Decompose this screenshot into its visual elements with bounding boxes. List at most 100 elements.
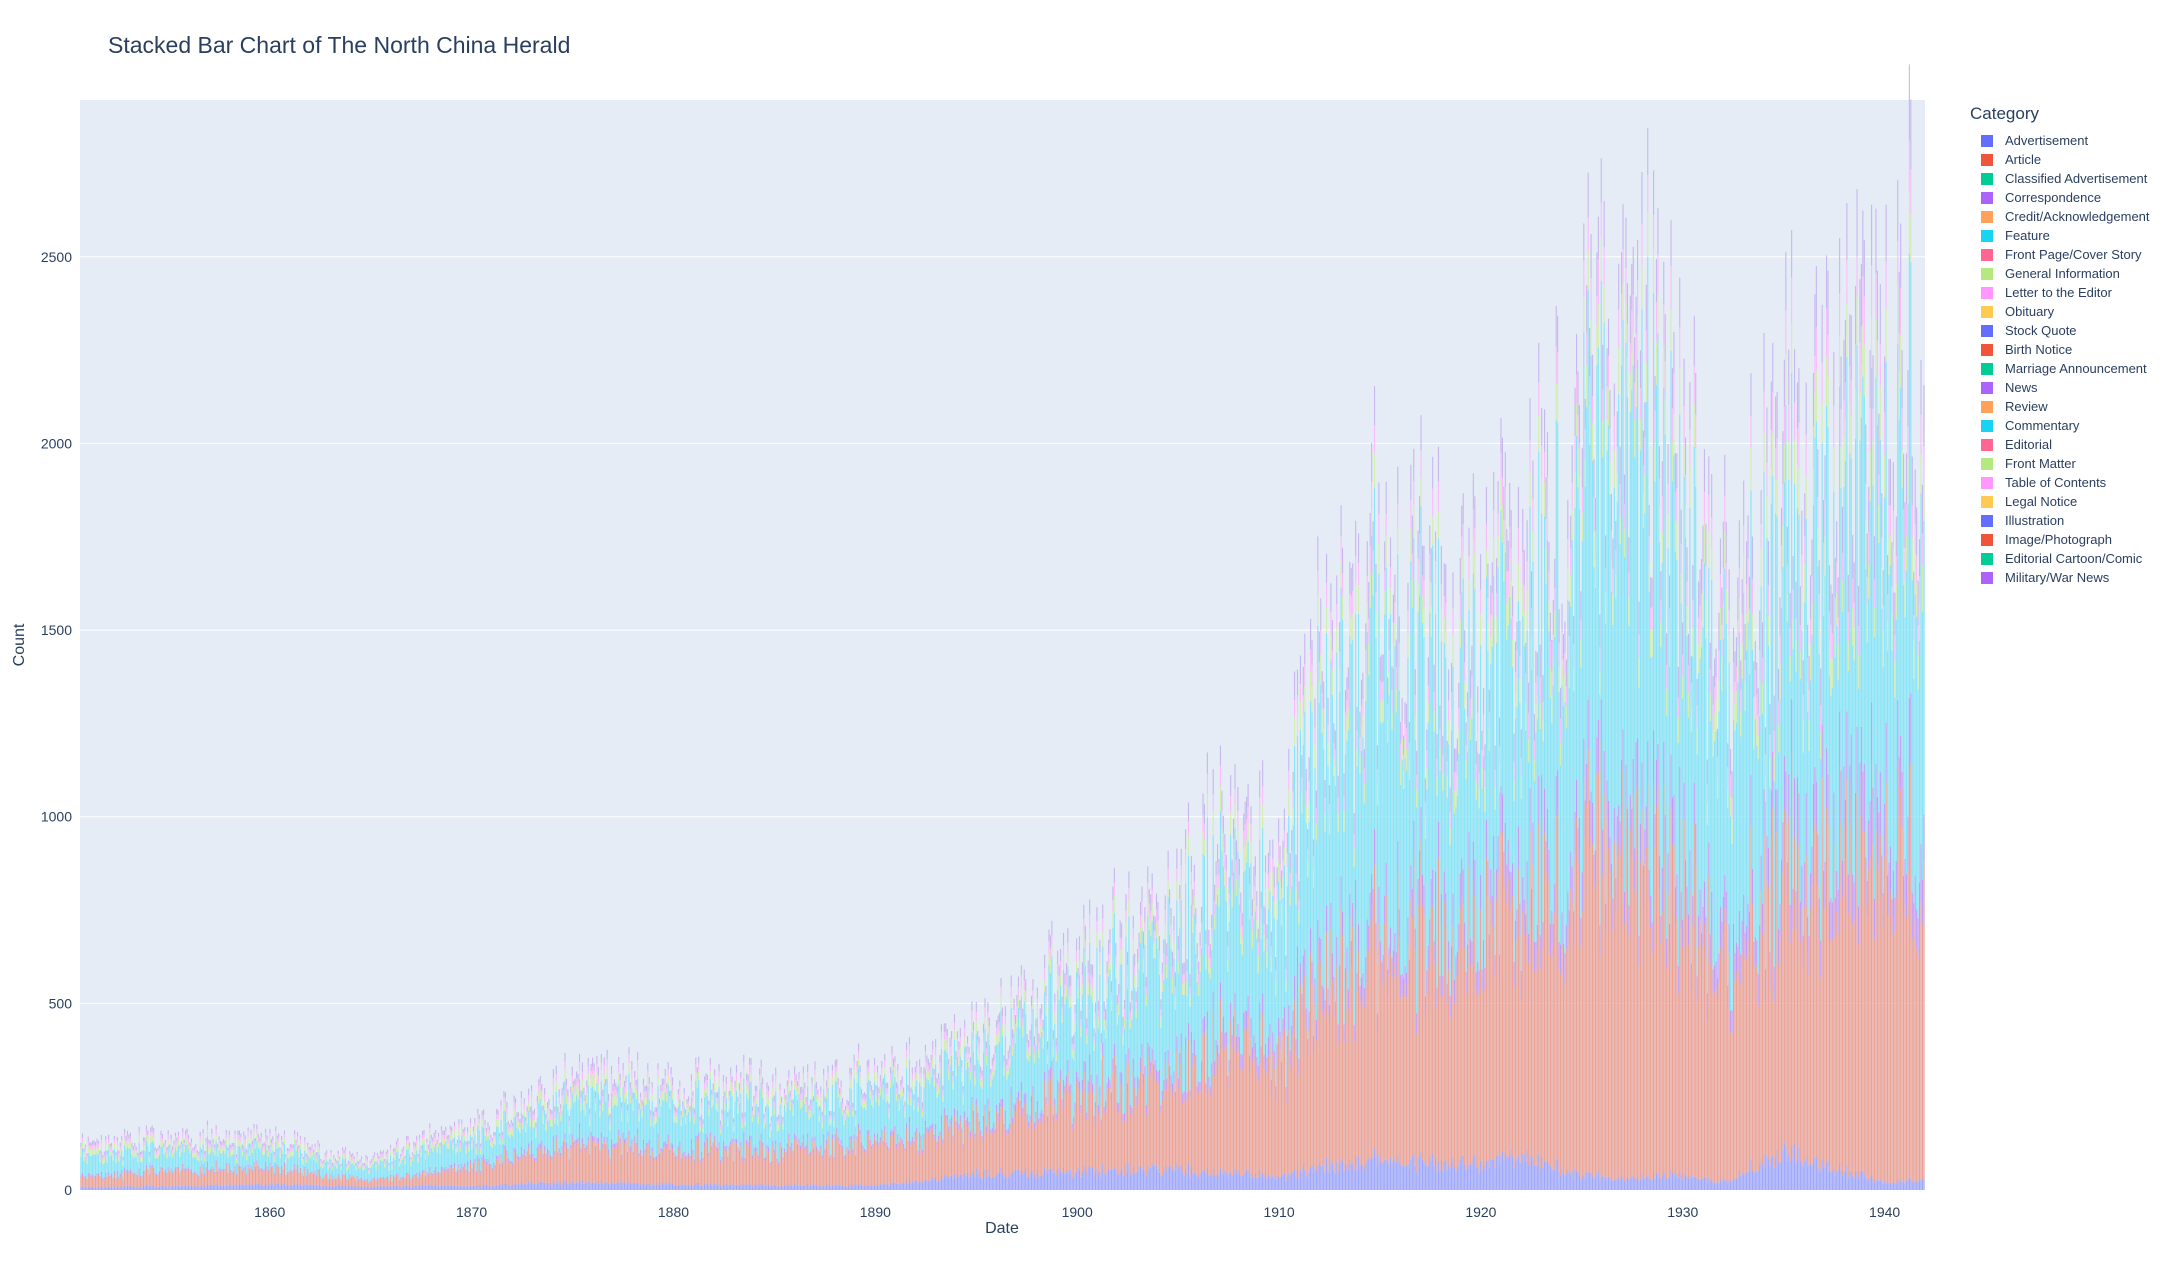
bar-stack	[414, 1142, 416, 1190]
bar-segment	[199, 1146, 201, 1167]
bar-segment	[202, 1164, 204, 1167]
bar-stack	[744, 1112, 746, 1190]
bar-segment	[635, 1085, 637, 1092]
bar-segment	[471, 1149, 473, 1169]
bar-segment	[658, 1117, 661, 1154]
bar-segment	[737, 1102, 739, 1108]
bar-stack	[978, 1036, 980, 1190]
bar-segment	[565, 1103, 568, 1143]
bar-stack	[749, 1057, 751, 1190]
bar-stack	[687, 1096, 690, 1190]
bar-segment	[151, 1141, 153, 1165]
bar-segment	[812, 1114, 815, 1150]
bar-segment	[815, 1088, 817, 1095]
bar-segment	[270, 1146, 272, 1154]
bar-segment	[584, 1115, 586, 1148]
bar-segment	[129, 1132, 131, 1137]
bar-segment	[288, 1185, 290, 1190]
bar-segment	[328, 1178, 331, 1187]
bar-segment	[722, 1074, 724, 1082]
bar-stack	[417, 1153, 419, 1190]
bar-stack	[224, 1140, 226, 1190]
bar-segment	[580, 1090, 582, 1098]
bar-stack	[342, 1147, 344, 1190]
bar-segment	[349, 1185, 351, 1190]
bar-segment	[137, 1162, 139, 1176]
bar-segment	[102, 1178, 104, 1180]
bar-segment	[327, 1164, 329, 1167]
bar-segment	[536, 1117, 538, 1148]
bar-segment	[778, 1130, 780, 1163]
bar-segment	[750, 1058, 752, 1065]
bar-segment	[228, 1130, 230, 1135]
bar-segment	[959, 1115, 961, 1122]
bar-segment	[699, 1116, 701, 1121]
bar-segment	[436, 1147, 438, 1153]
bar-segment	[177, 1135, 179, 1140]
bar-segment	[503, 1101, 505, 1112]
bar-segment	[474, 1185, 476, 1190]
bar-stack	[613, 1079, 615, 1190]
bar-segment	[432, 1145, 434, 1152]
bar-segment	[751, 1121, 754, 1156]
bar-segment	[174, 1169, 177, 1187]
bar-segment	[221, 1153, 223, 1170]
bar-segment	[371, 1181, 373, 1187]
bar-segment	[865, 1103, 867, 1111]
bar-segment	[517, 1156, 520, 1161]
bar-segment	[222, 1185, 224, 1190]
bar-segment	[426, 1171, 428, 1174]
bar-segment	[978, 1043, 980, 1053]
bar-segment	[455, 1153, 457, 1172]
bar-segment	[913, 1110, 915, 1142]
bar-segment	[606, 1181, 608, 1190]
bar-segment	[671, 1149, 674, 1184]
bar-segment	[385, 1178, 387, 1187]
bar-stack	[658, 1098, 661, 1190]
bar-segment	[484, 1185, 486, 1190]
bar-segment	[773, 1153, 775, 1186]
bar-segment	[282, 1148, 284, 1154]
bar-segment	[891, 1053, 893, 1062]
bar-segment	[243, 1136, 245, 1140]
bar-segment	[724, 1097, 726, 1103]
bar-segment	[980, 1073, 982, 1079]
bar-segment	[968, 1053, 970, 1060]
bar-segment	[820, 1145, 822, 1150]
bar-segment	[231, 1146, 233, 1150]
bar-segment	[948, 1064, 950, 1071]
bar-segment	[754, 1085, 756, 1091]
bar-segment	[826, 1144, 828, 1186]
bar-segment	[743, 1183, 745, 1190]
bar-segment	[253, 1184, 255, 1190]
bar-segment	[763, 1158, 765, 1161]
bar-segment	[224, 1153, 226, 1169]
bar-segment	[815, 1101, 817, 1147]
bar-segment	[369, 1165, 371, 1169]
bar-segment	[413, 1175, 415, 1185]
bar-segment	[445, 1166, 447, 1170]
bar-segment	[776, 1131, 778, 1159]
bar-segment	[783, 1185, 786, 1190]
bar-segment	[424, 1152, 427, 1156]
bar-segment	[687, 1152, 690, 1157]
bar-segment	[257, 1183, 259, 1190]
bar-segment	[483, 1185, 485, 1190]
bar-segment	[965, 1060, 967, 1071]
bar-segment	[253, 1128, 255, 1133]
bar-stack	[267, 1145, 270, 1190]
bar-segment	[952, 1179, 954, 1190]
bar-segment	[576, 1071, 578, 1079]
bar-segment	[911, 1080, 913, 1090]
bar-segment	[574, 1183, 576, 1190]
bar-segment	[820, 1092, 822, 1099]
bar-segment	[294, 1130, 296, 1135]
bar-stack	[488, 1126, 490, 1190]
bar-segment	[980, 1078, 982, 1087]
bar-segment	[535, 1184, 537, 1190]
bar-stack	[491, 1138, 493, 1190]
bar-segment	[484, 1120, 486, 1126]
bar-segment	[759, 1081, 761, 1090]
bar-segment	[265, 1164, 267, 1184]
